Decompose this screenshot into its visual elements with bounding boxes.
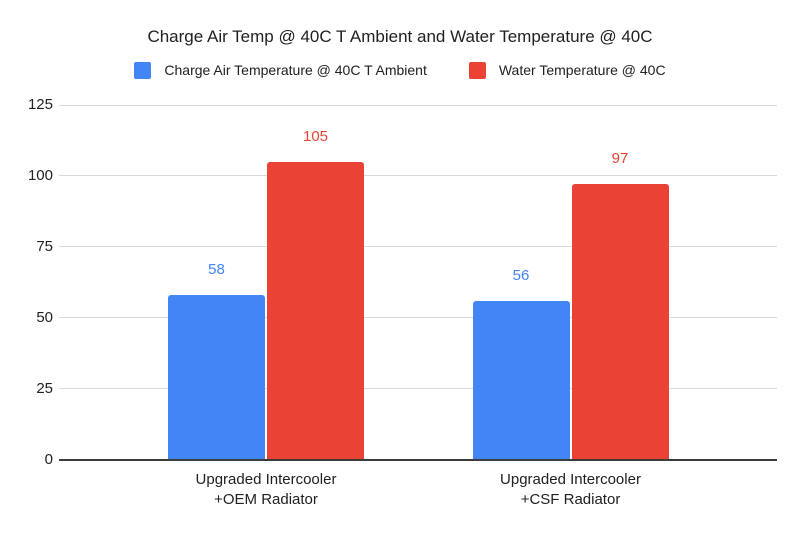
gridline [59,104,777,106]
legend-item: Water Temperature @ 40C [468,61,666,79]
y-axis-tick-label: 25 [36,379,53,397]
bar-value-label: 97 [611,150,629,168]
bar-value-label: 105 [302,127,329,145]
chart-legend: Charge Air Temperature @ 40C T Ambient Wa… [0,58,800,82]
legend-label: Charge Air Temperature @ 40C T Ambient [164,61,427,78]
chart-title: Charge Air Temp @ 40C T Ambient and Wate… [147,27,653,46]
bar-series2-cat2 [571,184,669,460]
y-axis-tick-label: 0 [44,450,53,468]
y-axis-tick-label: 100 [27,166,53,184]
gridline [59,388,777,390]
gridline [59,175,777,177]
x-axis-line [59,458,777,461]
bar-value-label: 58 [208,261,225,278]
gridline [59,246,777,248]
x-axis-category-label: Upgraded Intercooler +CSF Radiator [500,471,641,508]
legend-label: Water Temperature @ 40C [498,61,666,78]
y-axis-tick-label: 50 [36,308,53,326]
legend-swatch [134,61,152,79]
bar-series1-cat1 [168,295,265,460]
gridline [59,317,777,319]
x-axis-category-label: Upgraded Intercooler +OEM Radiator [195,471,337,508]
bar-value-label: 56 [512,266,530,284]
bar-series1-cat2 [472,300,570,460]
y-axis-tick-label: 125 [27,96,53,113]
legend-swatch [468,61,486,79]
y-axis-tick-label: 75 [36,237,53,255]
legend-item: Charge Air Temperature @ 40C T Ambient [134,61,427,79]
bar-series2-cat1 [267,161,364,460]
